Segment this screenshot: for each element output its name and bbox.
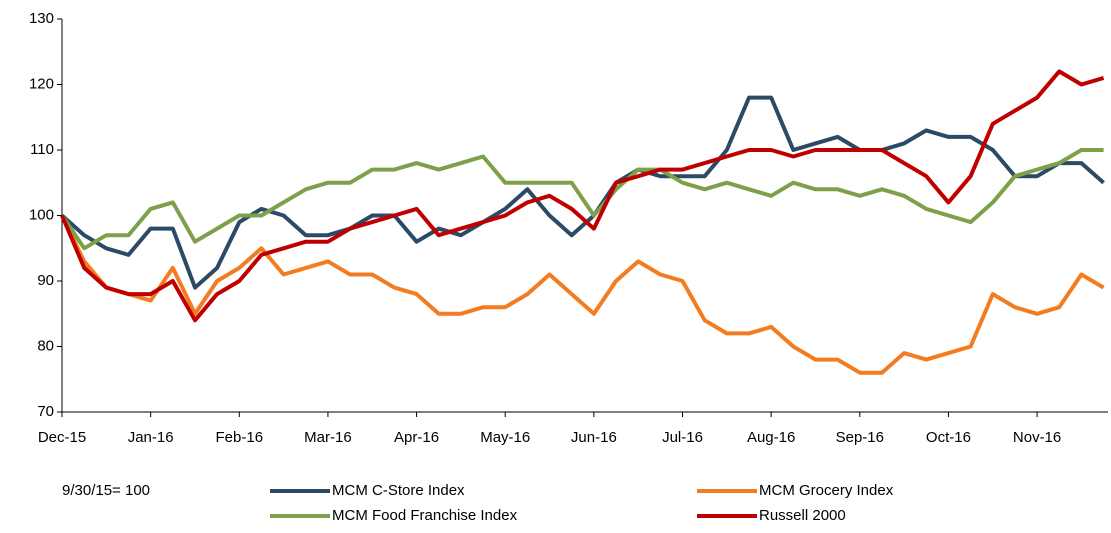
- x-tick-label: Oct-16: [926, 429, 971, 446]
- x-tick-label: Nov-16: [1013, 429, 1061, 446]
- x-tick-label: Jun-16: [571, 429, 617, 446]
- legend-label: Russell 2000: [759, 507, 846, 524]
- y-tick-label: 100: [29, 206, 54, 223]
- y-tick-label: 70: [37, 403, 54, 420]
- series-line: [60, 214, 1105, 375]
- series-line: [60, 95, 1105, 290]
- legend-label: MCM C-Store Index: [332, 482, 465, 499]
- x-tick-label: Jul-16: [662, 429, 703, 446]
- x-tick-label: Jan-16: [128, 429, 174, 446]
- x-tick-label: Mar-16: [304, 429, 352, 446]
- x-tick-label: Apr-16: [394, 429, 439, 446]
- y-tick-label: 120: [29, 75, 54, 92]
- x-tick-label: Sep-16: [836, 429, 884, 446]
- legend-label: MCM Food Franchise Index: [332, 507, 518, 524]
- x-tick-label: Aug-16: [747, 429, 795, 446]
- y-tick-label: 130: [29, 10, 54, 27]
- x-tick-label: Dec-15: [38, 429, 86, 446]
- annotation: 9/30/15= 100: [62, 482, 150, 499]
- series-line: [60, 148, 1104, 251]
- y-tick-label: 110: [30, 141, 54, 158]
- legend-label: MCM Grocery Index: [759, 482, 894, 499]
- y-tick-label: 90: [37, 272, 54, 289]
- y-tick-label: 80: [37, 337, 54, 354]
- series-line: [60, 69, 1105, 323]
- x-tick-label: May-16: [480, 429, 530, 446]
- x-tick-label: Feb-16: [216, 429, 264, 446]
